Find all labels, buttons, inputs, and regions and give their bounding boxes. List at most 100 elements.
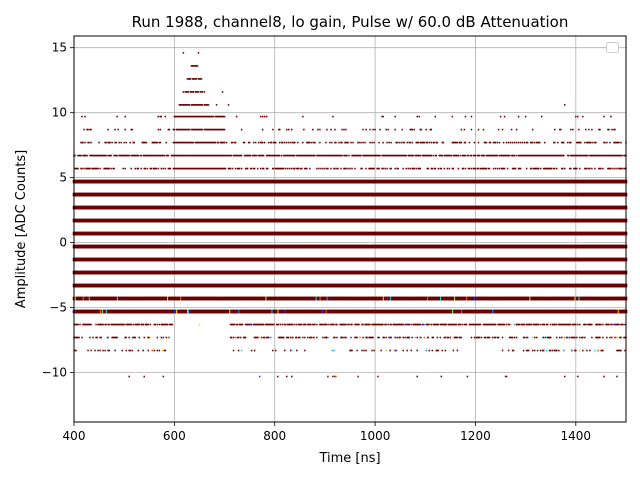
data-point bbox=[81, 337, 83, 339]
data-point bbox=[408, 324, 410, 326]
data-point bbox=[513, 350, 515, 352]
data-point bbox=[528, 350, 530, 352]
data-point bbox=[611, 337, 613, 339]
data-point bbox=[233, 337, 235, 339]
chart-title: Run 1988, channel8, lo gain, Pulse w/ 60… bbox=[132, 13, 569, 31]
data-point bbox=[575, 350, 577, 352]
data-point bbox=[165, 350, 167, 352]
data-point bbox=[516, 337, 518, 339]
data-point bbox=[280, 324, 282, 326]
data-point bbox=[144, 337, 146, 339]
data-point bbox=[105, 324, 107, 326]
data-point bbox=[335, 376, 337, 378]
data-point bbox=[438, 324, 440, 326]
data-point bbox=[591, 324, 593, 326]
data-point bbox=[394, 337, 396, 339]
data-point bbox=[348, 324, 350, 326]
data-point bbox=[363, 350, 365, 352]
data-point bbox=[431, 324, 433, 326]
data-point bbox=[574, 337, 576, 339]
data-point bbox=[428, 337, 430, 339]
data-point bbox=[301, 324, 303, 326]
data-point bbox=[600, 324, 602, 326]
data-point bbox=[550, 337, 552, 339]
data-point bbox=[294, 324, 296, 326]
data-point bbox=[550, 324, 552, 326]
data-point bbox=[546, 350, 548, 352]
data-point bbox=[152, 350, 154, 352]
data-point bbox=[150, 337, 152, 339]
data-point bbox=[543, 350, 545, 352]
data-point bbox=[611, 324, 613, 326]
data-point bbox=[442, 350, 444, 352]
data-point bbox=[585, 324, 587, 326]
data-point bbox=[506, 324, 508, 326]
data-point bbox=[402, 337, 404, 339]
data-point bbox=[296, 324, 298, 326]
data-point bbox=[121, 350, 123, 352]
data-point bbox=[234, 324, 236, 326]
data-point bbox=[161, 337, 163, 339]
data-point bbox=[523, 350, 525, 352]
data-point bbox=[357, 376, 359, 378]
data-point bbox=[162, 350, 164, 352]
data-point bbox=[495, 337, 497, 339]
data-point bbox=[231, 337, 233, 339]
data-point bbox=[506, 376, 508, 378]
data-point bbox=[571, 350, 573, 352]
data-point bbox=[589, 350, 591, 352]
data-point bbox=[424, 324, 426, 326]
data-point bbox=[514, 337, 516, 339]
data-point bbox=[532, 337, 534, 339]
data-point bbox=[116, 337, 118, 339]
data-point bbox=[163, 337, 165, 339]
data-point bbox=[362, 337, 364, 339]
data-point bbox=[622, 324, 624, 326]
data-point bbox=[342, 337, 344, 339]
data-point bbox=[387, 324, 389, 326]
data-point bbox=[445, 350, 447, 352]
data-point bbox=[385, 350, 387, 352]
data-point bbox=[129, 350, 131, 352]
data-point bbox=[584, 337, 586, 339]
data-point bbox=[128, 337, 130, 339]
data-point bbox=[556, 337, 558, 339]
data-point bbox=[504, 324, 506, 326]
data-point bbox=[485, 337, 487, 339]
data-point bbox=[102, 324, 104, 326]
data-point bbox=[620, 350, 622, 352]
data-point bbox=[577, 376, 579, 378]
data-point bbox=[524, 324, 526, 326]
data-point bbox=[268, 337, 270, 339]
data-point bbox=[445, 337, 447, 339]
data-point bbox=[351, 324, 353, 326]
data-point bbox=[78, 337, 80, 339]
data-point bbox=[143, 324, 145, 326]
data-point bbox=[251, 350, 253, 352]
data-point bbox=[157, 324, 159, 326]
data-point bbox=[167, 324, 169, 326]
data-point bbox=[95, 324, 97, 326]
data-point bbox=[259, 376, 261, 378]
data-point bbox=[599, 337, 601, 339]
data-point bbox=[238, 350, 240, 352]
data-point bbox=[569, 337, 571, 339]
data-point bbox=[362, 324, 364, 326]
data-point bbox=[333, 350, 335, 352]
data-point bbox=[291, 350, 293, 352]
data-point bbox=[579, 350, 581, 352]
data-point bbox=[108, 350, 110, 352]
data-point bbox=[603, 376, 605, 378]
data-point bbox=[270, 337, 272, 339]
data-point bbox=[305, 324, 307, 326]
data-point bbox=[366, 337, 368, 339]
data-point bbox=[313, 337, 315, 339]
data-point bbox=[575, 324, 577, 326]
data-point bbox=[559, 337, 561, 339]
data-point bbox=[97, 350, 99, 352]
data-point bbox=[336, 337, 338, 339]
data-point bbox=[286, 376, 288, 378]
data-point bbox=[446, 324, 448, 326]
data-point bbox=[155, 324, 157, 326]
